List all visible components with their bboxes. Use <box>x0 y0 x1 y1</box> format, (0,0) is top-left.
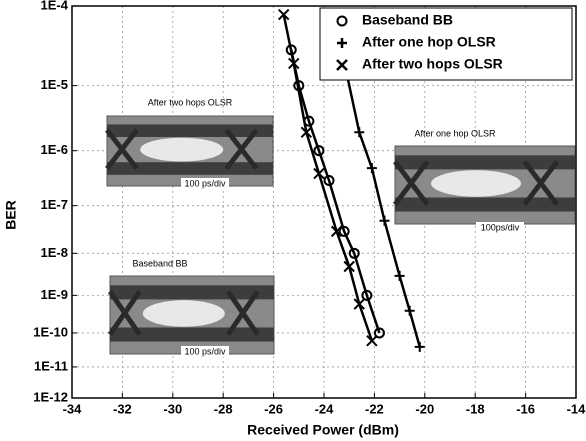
legend-label: After two hops OLSR <box>362 56 503 72</box>
chart: Received Power (dBm) BER -34-32-30-28-26… <box>0 0 586 441</box>
y-tick-label: 1E-4 <box>41 0 69 12</box>
eye-opening <box>431 170 521 197</box>
annotation: Baseband BB <box>132 258 187 268</box>
y-tick-label: 1E-5 <box>41 77 68 92</box>
x-tick-label: -18 <box>466 401 485 416</box>
x-tick-label: -24 <box>315 401 335 416</box>
x-tick-label: -16 <box>516 401 535 416</box>
x-tick-label: -26 <box>264 401 283 416</box>
y-tick-label: 1E-6 <box>41 142 68 157</box>
y-tick-label: 1E-7 <box>41 197 68 212</box>
eye-diagram <box>395 146 575 224</box>
eye-diagram <box>110 276 274 354</box>
legend-label: Baseband BB <box>362 12 453 28</box>
x-tick-label: -22 <box>365 401 384 416</box>
eye-opening <box>140 138 223 162</box>
annotation: After two hops OLSR <box>148 97 233 107</box>
y-tick-label: 1E-9 <box>41 287 68 302</box>
y-tick-label: 1E-12 <box>33 389 68 404</box>
x-tick-label: -32 <box>113 401 132 416</box>
eye-diagram <box>107 116 273 186</box>
annotation: After one hop OLSR <box>414 128 496 138</box>
annotation: 100 ps/div <box>184 346 226 356</box>
y-tick-label: 1E-8 <box>41 245 68 260</box>
x-tick-label: -28 <box>214 401 233 416</box>
eye-opening <box>143 300 225 327</box>
annotation: 100 ps/div <box>184 178 226 188</box>
y-tick-label: 1E-11 <box>34 358 68 373</box>
y-axis-title: BER <box>3 200 19 230</box>
x-tick-label: -20 <box>415 401 434 416</box>
y-tick-label: 1E-10 <box>33 324 68 339</box>
legend-label: After one hop OLSR <box>362 34 496 50</box>
x-axis-title: Received Power (dBm) <box>247 422 399 438</box>
annotation: 100ps/div <box>481 222 520 232</box>
x-tick-label: -30 <box>163 401 182 416</box>
x-tick-label: -14 <box>567 401 586 416</box>
